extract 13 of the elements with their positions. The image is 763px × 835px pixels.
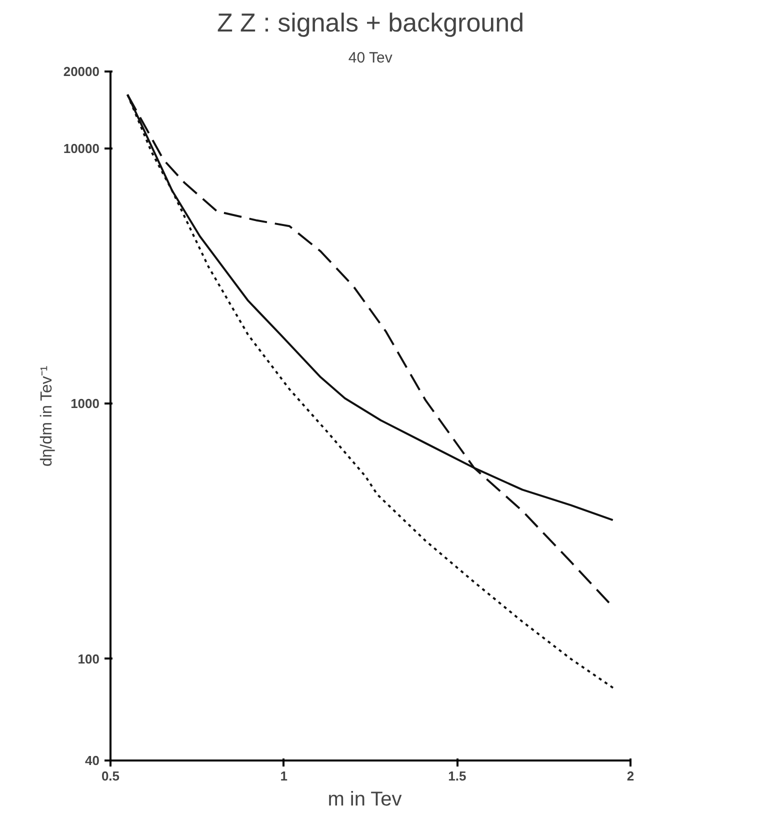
x-tick-label: 1	[280, 768, 288, 784]
chart-subtitle: 40 Tev	[348, 50, 393, 66]
chart-title: Z Z : signals + background	[216, 8, 524, 38]
y-tick-label: 100	[78, 651, 100, 666]
y-tick-label: 10000	[63, 140, 100, 156]
y-tick-label: 40	[85, 753, 100, 768]
y-tick-label: 20000	[63, 64, 100, 79]
x-tick-label: 2	[626, 768, 634, 784]
y-axis-title: dη/dm in Tev⁻¹	[38, 366, 56, 467]
y-tick-label: 1000	[70, 396, 100, 412]
x-axis-title: m in Tev	[328, 788, 402, 810]
x-tick-label: 0.5	[101, 768, 120, 784]
x-tick-label: 1.5	[448, 768, 466, 784]
